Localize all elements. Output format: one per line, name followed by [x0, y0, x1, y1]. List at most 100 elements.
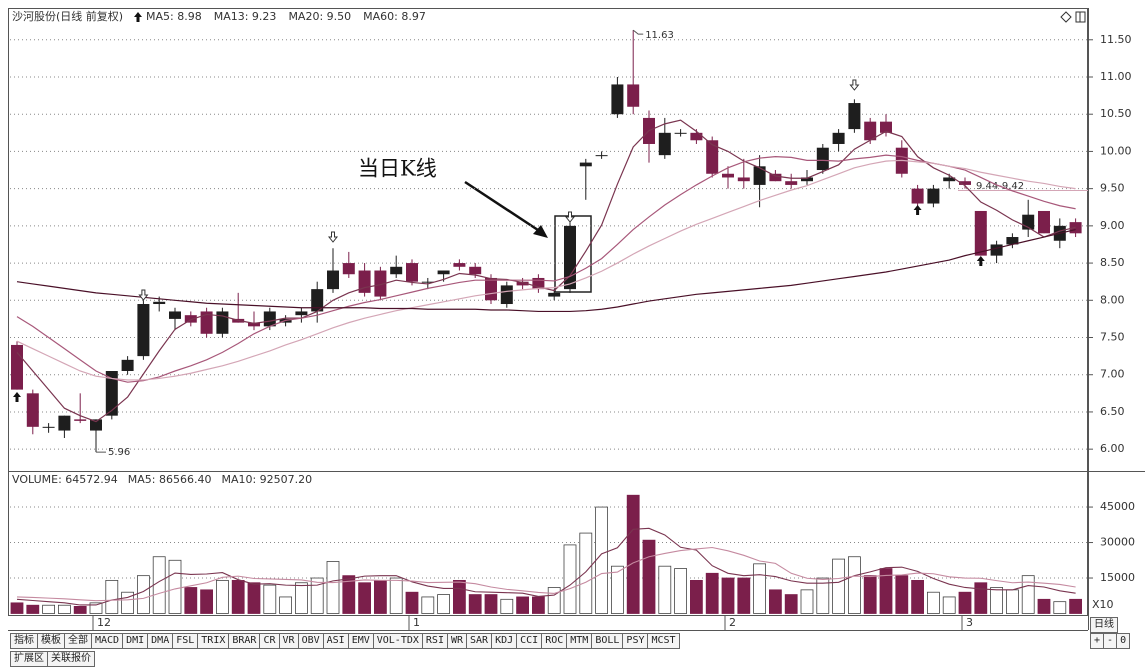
- sell-signal: [849, 79, 860, 91]
- candle-body: [58, 415, 71, 431]
- volume-bar: [73, 606, 87, 614]
- candle-body: [26, 393, 39, 427]
- ma-line: [16, 154, 1076, 383]
- tab[interactable]: 全部: [64, 633, 92, 649]
- volume-bar: [105, 579, 119, 614]
- volume-bar: [484, 594, 498, 614]
- tab[interactable]: VOL-TDX: [372, 633, 423, 649]
- candle-body: [216, 311, 229, 334]
- volume-bar: [215, 579, 229, 614]
- candle-body: [295, 311, 308, 316]
- tab[interactable]: WR: [446, 633, 468, 649]
- tab[interactable]: DMI: [122, 633, 149, 649]
- volume-bar: [879, 568, 893, 614]
- sell-signal: [138, 289, 149, 301]
- tab[interactable]: ROC: [541, 633, 568, 649]
- annotation-arrowhead: [533, 225, 548, 238]
- tab[interactable]: 模板: [37, 633, 65, 649]
- volume-bar: [279, 596, 293, 614]
- candle-body: [564, 225, 576, 290]
- tab[interactable]: VR: [278, 633, 299, 649]
- candle-body: [864, 121, 877, 141]
- volume-bar: [500, 598, 514, 614]
- candle-body: [611, 84, 624, 115]
- legend-icon: [134, 12, 142, 22]
- tab[interactable]: MTM: [566, 633, 593, 649]
- legend-entry: MA10: 92507.20: [221, 473, 312, 486]
- volume-bar: [1021, 575, 1035, 614]
- volume-bar: [294, 582, 308, 614]
- candle-body: [785, 181, 798, 185]
- period-label: 日线: [1090, 617, 1118, 633]
- legend-entry: MA13: 9.23: [214, 10, 277, 23]
- candle-body: [469, 266, 482, 275]
- candle-body: [516, 281, 529, 286]
- ma-line: [16, 159, 1076, 381]
- volume-bar: [848, 556, 861, 614]
- volume-title: VOLUME: 64572.94: [12, 473, 118, 486]
- tab[interactable]: TRIX: [197, 633, 230, 649]
- candle-body: [327, 270, 339, 290]
- candle-body: [374, 270, 387, 297]
- tab[interactable]: SAR: [466, 633, 493, 649]
- legend-entry: MA20: 9.50: [288, 10, 351, 23]
- volume-bar: [816, 577, 830, 614]
- candle-body: [627, 84, 640, 107]
- annotation-arrow: [464, 180, 545, 236]
- frame: [8, 8, 1088, 616]
- volume-bar: [1053, 601, 1067, 614]
- buy-signal: [913, 205, 922, 215]
- unit-label: X10: [1092, 598, 1114, 611]
- volume-bar: [58, 604, 71, 614]
- volume-bar: [974, 582, 988, 614]
- tab[interactable]: CCI: [516, 633, 543, 649]
- volume-bar: [832, 558, 845, 614]
- volume-bar: [705, 572, 719, 614]
- tab[interactable]: MCST: [647, 633, 680, 649]
- indicator-tabs: 指标 模板 全部 MACD DMI DMA FSL TRIX BRAR CR VR OBV ASI EMV…: [10, 633, 680, 649]
- volume-bar: [690, 579, 703, 614]
- volume-bar: [452, 579, 466, 614]
- volume-bar: [516, 596, 529, 614]
- candle-body: [974, 210, 987, 256]
- tab[interactable]: OBV: [297, 633, 324, 649]
- candle-body: [579, 162, 592, 167]
- period-label: 日线: [1090, 617, 1118, 633]
- tab[interactable]: ASI: [322, 633, 349, 649]
- volume-bar: [421, 596, 435, 614]
- volume-bar: [911, 579, 924, 614]
- candle-body: [406, 263, 418, 282]
- tab[interactable]: RSI: [421, 633, 448, 649]
- ma-line: [16, 228, 1076, 313]
- tab[interactable]: PSY: [622, 633, 649, 649]
- candle-body: [184, 315, 197, 323]
- tab[interactable]: FSL: [172, 633, 199, 649]
- tab[interactable]: -: [1103, 633, 1118, 649]
- tab[interactable]: EMV: [347, 633, 374, 649]
- tab[interactable]: +: [1090, 633, 1105, 649]
- tab[interactable]: 扩展区: [10, 651, 48, 667]
- volume-bar: [342, 575, 356, 614]
- tab[interactable]: BRAR: [228, 633, 261, 649]
- tab[interactable]: CR: [259, 633, 280, 649]
- volume-bar: [737, 577, 751, 614]
- tab[interactable]: KDJ: [491, 633, 518, 649]
- volume-bar: [563, 544, 577, 614]
- candle-body: [42, 426, 55, 428]
- tab[interactable]: DMA: [147, 633, 174, 649]
- tab[interactable]: 0: [1116, 633, 1131, 649]
- highlight-box: [554, 215, 592, 293]
- volume-bar: [358, 582, 372, 614]
- volume-bar: [405, 591, 419, 614]
- candle-body: [90, 419, 102, 431]
- tab[interactable]: 指标: [10, 633, 38, 649]
- tab[interactable]: BOLL: [591, 633, 624, 649]
- x-tick-label: 2: [729, 616, 736, 629]
- y-tick-label: 6.00: [1100, 442, 1125, 455]
- legend-entry: MA5: 86566.40: [128, 473, 212, 486]
- chart: 沙河股份(日线 前复权) VOLUME: 64572.94 X10 当日K线 9…: [8, 8, 1145, 631]
- tab[interactable]: MACD: [91, 633, 124, 649]
- panel-icons[interactable]: [1060, 11, 1086, 23]
- tab[interactable]: 关联报价: [47, 651, 95, 667]
